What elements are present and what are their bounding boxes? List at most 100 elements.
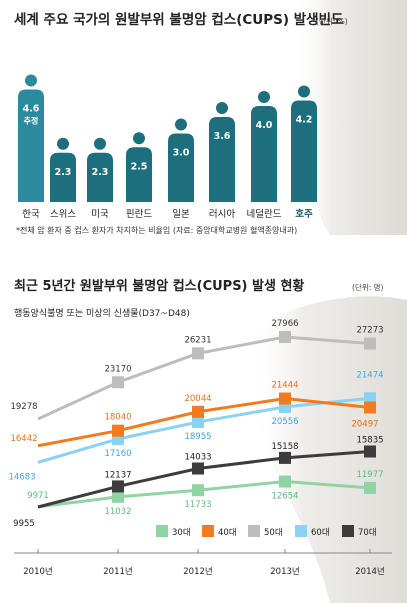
data-point: [279, 451, 291, 464]
legend-label: 40대: [218, 528, 237, 538]
category-label: 스위스: [50, 208, 76, 220]
statue-background-bottom: [247, 296, 407, 603]
data-label: 21474: [356, 370, 383, 380]
data-label: 15158: [271, 442, 298, 452]
bar-person-0: 4.6추정: [18, 74, 44, 202]
data-label: 14683: [8, 472, 35, 482]
data-point: [364, 401, 376, 414]
bar: [126, 147, 152, 202]
bar: [50, 152, 76, 202]
bar: [209, 117, 235, 202]
data-point: [112, 424, 124, 437]
x-axis: 2010년 2011년 2012년 2013년 2014년: [14, 549, 392, 577]
bar-person-6: 4.0: [251, 91, 277, 202]
category-label: 한국: [22, 209, 40, 220]
x-tick-label: 2014년: [355, 566, 384, 577]
data-sublabel: 추정: [24, 116, 39, 126]
bottom-chart-title: 최근 5년간 원발부위 불명암 컵스(CUPS) 발생 현황: [14, 278, 304, 294]
series-50대: 19278 23170 26231 27966 27273: [10, 319, 384, 421]
legend: 30대 40대 50대 60대 70대: [156, 525, 377, 538]
data-point: [112, 376, 124, 389]
bar-head: [216, 102, 228, 114]
legend-item-60대: 60대: [295, 525, 330, 538]
data-point: [192, 405, 204, 418]
data-label: 20497: [351, 419, 378, 429]
bar-person-1: 2.3: [50, 137, 76, 202]
bar: [18, 89, 44, 202]
data-label: 23170: [104, 364, 131, 374]
data-point: [364, 481, 376, 494]
bar: [251, 106, 277, 202]
data-label: 2.3: [92, 167, 109, 178]
legend-label: 70대: [358, 528, 377, 538]
top-chart-unit: (단위: %): [316, 16, 348, 26]
data-label: 16442: [10, 434, 37, 444]
legend-label: 60대: [311, 528, 330, 538]
data-label: 3.6: [214, 131, 231, 142]
legend-item-40대: 40대: [202, 525, 237, 538]
bar-head: [57, 137, 69, 150]
data-point: [192, 462, 204, 475]
data-point: [364, 445, 376, 458]
statue-background-top: [292, 0, 407, 235]
data-label: 2.3: [55, 167, 72, 178]
data-point: [192, 347, 204, 360]
data-point: [112, 480, 124, 493]
data-label: 27966: [271, 319, 298, 329]
data-point: [364, 392, 376, 405]
data-label: 20556: [271, 417, 298, 427]
data-point: [279, 475, 291, 488]
bar-person-3: 2.5: [126, 132, 152, 202]
series-40대: 16442 18040 20044 21444 20497: [10, 381, 379, 448]
data-label: 20044: [184, 394, 211, 404]
data-label: 4.0: [256, 120, 273, 131]
data-label: 4.2: [296, 115, 313, 126]
legend-swatch: [342, 525, 354, 537]
data-label: 12654: [271, 492, 298, 502]
data-label: 14033: [184, 453, 211, 463]
x-tick-label: 2013년: [270, 566, 299, 577]
bar: [168, 133, 194, 202]
bar-person-4: 3.0: [168, 118, 194, 202]
data-point: [112, 490, 124, 503]
data-label: 21444: [271, 381, 298, 391]
data-point: [279, 331, 291, 343]
category-label: 일본: [172, 209, 190, 220]
data-label: 26231: [184, 335, 211, 345]
data-label: 11977: [356, 470, 383, 480]
top-chart-footnote: *전체 암 환자 중 컵스 환자가 차지하는 비율임 (자료: 중앙대학교병원 …: [16, 225, 297, 235]
series-70대: 9955 12137 14033 15158 15835: [13, 436, 383, 529]
bar-person-2: 2.3: [87, 137, 113, 202]
category-label: 핀란드: [126, 208, 152, 220]
data-point: [364, 337, 376, 350]
data-label: 19278: [10, 402, 37, 412]
bar-person-7: 4.2: [291, 85, 317, 202]
data-label: 27273: [356, 326, 383, 336]
bottom-chart-unit: (단위: 명): [352, 282, 384, 292]
bar-head: [175, 118, 187, 131]
x-tick-label: 2012년: [183, 566, 212, 577]
data-label: 11032: [104, 507, 131, 517]
bar-head: [94, 137, 106, 150]
legend-item-50대: 50대: [248, 525, 283, 538]
data-label: 18955: [184, 432, 211, 442]
data-label: 11733: [184, 500, 211, 510]
category-label: 미국: [91, 209, 109, 220]
data-label: 18040: [104, 413, 131, 423]
legend-swatch: [295, 525, 307, 537]
data-point: [279, 392, 291, 405]
series-30대: 9971 11032 11733 12654 11977: [27, 470, 383, 517]
x-tick-label: 2011년: [103, 566, 132, 577]
bar: [87, 152, 113, 202]
legend-item-70대: 70대: [342, 525, 377, 538]
data-point: [192, 484, 204, 497]
legend-label: 50대: [264, 528, 283, 538]
legend-swatch: [248, 525, 260, 537]
legend-label: 30대: [172, 528, 191, 538]
bar-head: [298, 85, 310, 98]
data-label: 2.5: [131, 161, 148, 172]
bar-head: [25, 74, 37, 87]
